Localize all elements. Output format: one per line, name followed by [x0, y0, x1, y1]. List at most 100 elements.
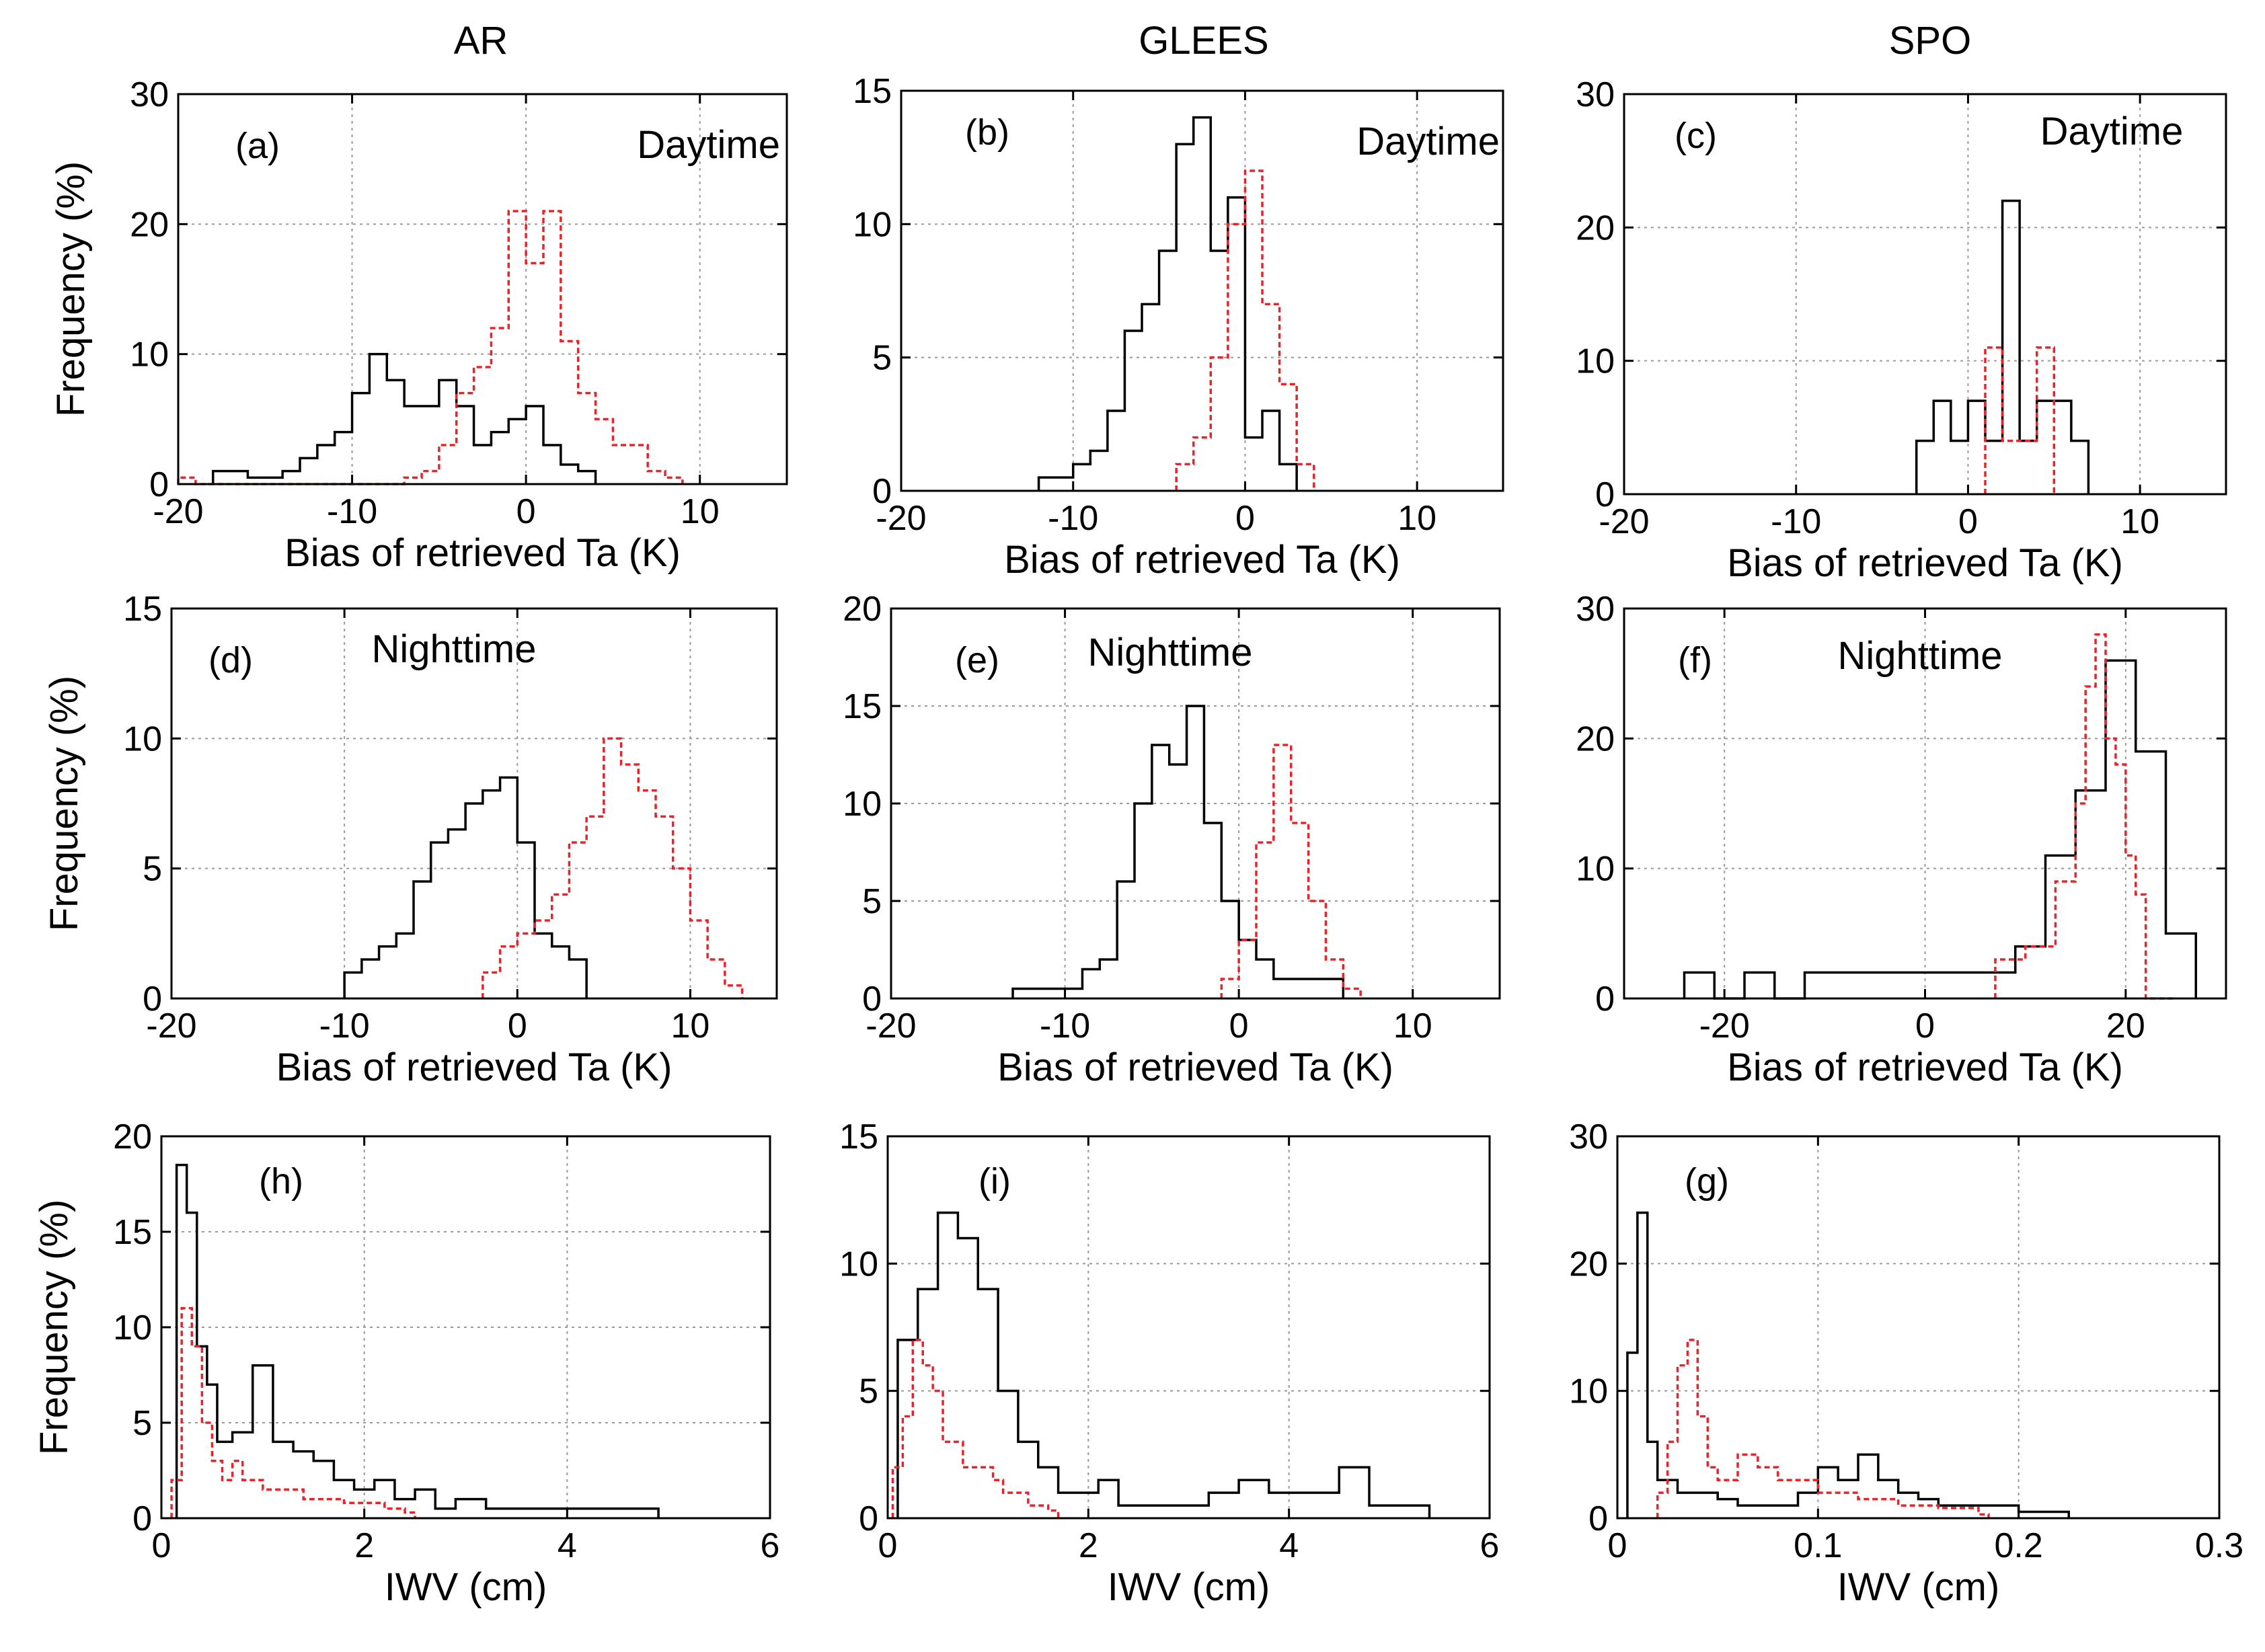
y-tick-label: 0 — [1595, 980, 1615, 1019]
plot-frame — [900, 89, 1504, 492]
x-axis-label: Bias of retrieved Ta (K) — [997, 1046, 1393, 1089]
column-title-ar: AR — [454, 19, 508, 63]
plot-frame — [170, 607, 778, 1000]
panel-g: 0 0.1 0.2 0.3 0 10 20 30 IWV (cm) (g) — [1569, 1117, 2243, 1609]
x-tick-label: -20 — [153, 492, 203, 531]
y-tick-label: 10 — [1576, 342, 1615, 381]
y-tick-label: 0 — [132, 1499, 152, 1538]
x-tick-label: 2 — [354, 1526, 374, 1565]
x-tick-label: -10 — [327, 492, 377, 531]
series-black-e — [1011, 705, 1345, 998]
series-black-a — [211, 352, 597, 484]
period-annotation: Nighttime — [1088, 631, 1253, 674]
y-tick-label: 10 — [853, 205, 892, 244]
x-tick-label: 2 — [1079, 1526, 1098, 1565]
x-axis-label: IWV (cm) — [1837, 1565, 2000, 1609]
x-tick-label: 0 — [1608, 1526, 1627, 1565]
period-annotation: Daytime — [2040, 110, 2184, 153]
panel-label: (a) — [235, 126, 280, 166]
y-tick-label: 30 — [1569, 1117, 1608, 1156]
y-tick-label: 15 — [113, 1213, 152, 1252]
plot-frame — [1623, 93, 2227, 496]
y-tick-label: 20 — [130, 205, 169, 244]
x-tick-label: -20 — [866, 1007, 916, 1046]
series-red-c — [1984, 346, 2056, 494]
y-tick-label: 15 — [843, 687, 882, 726]
y-tick-label: 10 — [113, 1308, 152, 1347]
y-tick-label: 0 — [862, 980, 882, 1019]
series-red-d — [482, 737, 744, 998]
y-tick-label: 20 — [843, 590, 882, 629]
plot-frame — [886, 1135, 1491, 1520]
x-tick-label: 0 — [878, 1526, 898, 1565]
x-axis-label: Bias of retrieved Ta (K) — [284, 531, 681, 575]
y-tick-label: 30 — [130, 75, 169, 114]
panel-a: -20 -10 0 10 0 10 20 30 Bias of retrieved Ta (K)… — [49, 75, 788, 575]
x-tick-label: -20 — [876, 499, 926, 538]
x-tick-label: -20 — [146, 1007, 196, 1046]
x-tick-label: -10 — [1040, 1007, 1090, 1046]
y-tick-label: 10 — [1576, 850, 1615, 889]
x-tick-label: 10 — [1397, 499, 1436, 538]
series-red-g — [1656, 1339, 1990, 1518]
plot-frame — [177, 93, 788, 485]
y-tick-label: 20 — [1576, 719, 1615, 758]
y-tick-label: 10 — [123, 719, 162, 758]
y-axis-label: Frequency (%) — [49, 161, 93, 417]
x-tick-label: 0 — [1915, 1007, 1935, 1046]
period-annotation: Daytime — [637, 123, 780, 167]
x-tick-label: -10 — [319, 1007, 370, 1046]
panel-c: -20 -10 0 10 0 10 20 30 Bias of retrieved Ta (K)… — [1576, 75, 2227, 585]
y-tick-label: 0 — [859, 1499, 878, 1538]
panel-e: -20 -10 0 10 0 5 10 15 20 Bias of retrieved Ta (K… — [843, 590, 1501, 1089]
panel-label: (i) — [978, 1161, 1011, 1202]
panel-d: -20 -10 0 10 0 5 10 15 Bias of retrieved Ta (K) F… — [42, 590, 778, 1089]
series-black-g — [1626, 1211, 2070, 1518]
x-tick-label: 6 — [1480, 1526, 1500, 1565]
series-red-i — [891, 1339, 1060, 1518]
series-black-f — [1683, 659, 2197, 1000]
y-tick-label: 0 — [872, 472, 892, 511]
series-black-i — [896, 1211, 1431, 1518]
y-axis-label: Frequency (%) — [42, 676, 86, 931]
x-tick-label: 0 — [152, 1526, 171, 1565]
y-tick-label: 10 — [843, 785, 882, 824]
y-tick-label: 5 — [859, 1372, 878, 1411]
column-titles: AR GLEES SPO — [454, 19, 1972, 63]
x-tick-label: 0 — [1235, 499, 1255, 538]
x-tick-label: 0 — [1229, 1007, 1249, 1046]
y-tick-label: 30 — [1576, 75, 1615, 114]
x-tick-label: -10 — [1771, 502, 1821, 541]
x-axis-label: Bias of retrieved Ta (K) — [1727, 1046, 2123, 1089]
series-red-a — [177, 210, 684, 485]
y-tick-label: 5 — [132, 1404, 152, 1443]
panel-f: -20 0 20 0 10 20 30 Bias of retrieved Ta (K) (f)… — [1576, 590, 2227, 1089]
series-red-f — [1994, 633, 2176, 1000]
period-annotation: Daytime — [1356, 120, 1500, 163]
series-black-h — [175, 1163, 660, 1518]
x-tick-label: -10 — [1048, 499, 1098, 538]
panel-label: (h) — [259, 1161, 303, 1202]
x-axis-label: Bias of retrieved Ta (K) — [276, 1046, 673, 1089]
x-tick-label: 20 — [2106, 1007, 2145, 1046]
x-tick-label: 10 — [2120, 502, 2159, 541]
y-tick-label: 10 — [130, 336, 169, 375]
panel-label: (d) — [208, 640, 253, 680]
x-axis-label: IWV (cm) — [385, 1565, 547, 1609]
y-tick-label: 10 — [1569, 1372, 1608, 1411]
panel-b: -20 -10 0 10 0 5 10 15 Bias of retrieved Ta (K) (… — [853, 72, 1504, 582]
x-tick-label: 10 — [1393, 1007, 1432, 1046]
x-tick-label: 0.2 — [1995, 1526, 2043, 1565]
x-tick-label: 10 — [681, 492, 720, 531]
x-tick-label: 10 — [671, 1007, 710, 1046]
x-axis-label: Bias of retrieved Ta (K) — [1727, 541, 2123, 585]
x-tick-label: -20 — [1699, 1007, 1750, 1046]
x-tick-label: -20 — [1599, 502, 1649, 541]
y-tick-label: 20 — [1576, 208, 1615, 247]
panel-label: (g) — [1685, 1161, 1729, 1202]
column-title-spo: SPO — [1889, 19, 1972, 63]
y-tick-label: 0 — [149, 465, 169, 504]
series-red-e — [1220, 744, 1362, 998]
